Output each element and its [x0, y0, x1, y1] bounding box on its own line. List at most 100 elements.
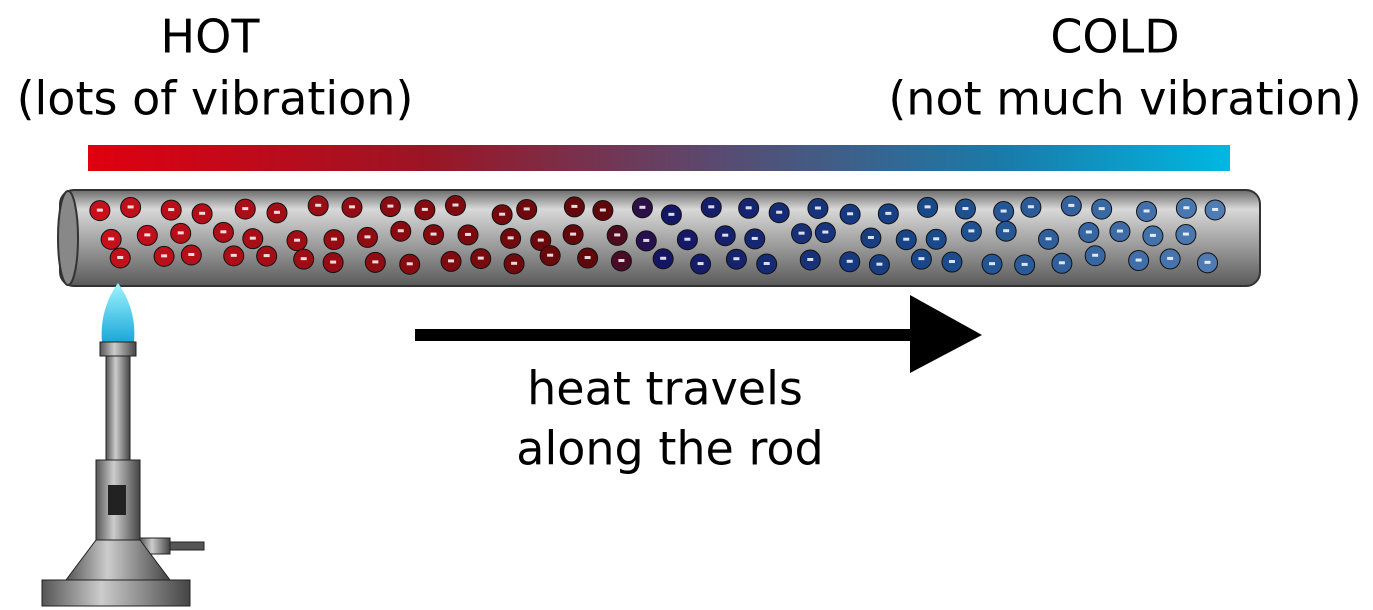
particle	[1143, 226, 1163, 246]
particle-highlight	[876, 263, 882, 266]
particle	[815, 223, 835, 243]
particle-highlight	[199, 212, 205, 215]
particle-highlight	[660, 257, 666, 260]
particle	[257, 246, 277, 266]
particle-highlight	[330, 261, 336, 264]
particle	[926, 229, 946, 249]
particle-highlight	[242, 207, 248, 210]
particle	[415, 200, 435, 220]
particle-highlight	[868, 236, 874, 239]
particle-highlight	[1028, 205, 1034, 208]
particle-highlight	[733, 257, 739, 260]
particle-highlight	[949, 260, 955, 263]
air-hole	[108, 485, 126, 515]
particle-highlight	[274, 211, 280, 214]
particle	[1039, 229, 1059, 249]
particle-highlight	[918, 257, 924, 260]
particle	[323, 253, 343, 273]
particle-highlight	[1046, 237, 1052, 240]
arrow-head	[910, 295, 982, 373]
particle	[1176, 225, 1196, 245]
particle	[1085, 246, 1105, 266]
particle-highlight	[264, 254, 270, 257]
particle-highlight	[294, 239, 300, 242]
particle	[501, 228, 521, 248]
particle	[121, 197, 141, 217]
diagram: HOT (lots of vibration) COLD (not much v…	[0, 0, 1373, 610]
particle-highlight	[1212, 208, 1218, 211]
particle-highlight	[962, 207, 968, 210]
particle-highlight	[1183, 206, 1189, 209]
page: HOT (lots of vibration) COLD (not much v…	[0, 0, 1373, 610]
particle	[632, 198, 652, 218]
arrow-shaft	[415, 329, 915, 341]
particle	[996, 221, 1016, 241]
particle	[739, 198, 759, 218]
particle	[471, 249, 491, 269]
particle-highlight	[349, 205, 355, 208]
particle	[365, 252, 385, 272]
particle	[342, 197, 362, 217]
particle	[90, 201, 110, 221]
particle-highlight	[315, 204, 321, 207]
caption-line: heat travels	[527, 362, 803, 416]
particle	[1137, 201, 1157, 221]
particle-highlight	[1099, 207, 1105, 210]
particle	[564, 197, 584, 217]
particle	[878, 204, 898, 224]
cold-label: COLD	[1050, 10, 1179, 64]
particle	[661, 205, 681, 225]
particle-highlight	[398, 229, 404, 232]
particle	[492, 205, 512, 225]
particle-highlight	[847, 260, 853, 263]
particle-highlight	[684, 238, 690, 241]
particle	[161, 200, 181, 220]
particle-highlight	[822, 231, 828, 234]
particle	[955, 199, 975, 219]
particle-highlight	[933, 237, 939, 240]
particle	[800, 250, 820, 270]
particle-highlight	[903, 238, 909, 241]
particle-highlight	[1092, 254, 1098, 257]
particle-highlight	[807, 258, 813, 261]
particle	[653, 249, 673, 269]
particle	[769, 203, 789, 223]
particle	[458, 225, 478, 245]
particle	[235, 199, 255, 219]
particle-highlight	[188, 253, 194, 256]
particle-highlight	[776, 211, 782, 214]
particle-highlight	[422, 208, 428, 211]
particle-highlight	[764, 262, 770, 265]
particle	[101, 229, 121, 249]
particle	[677, 230, 697, 250]
particle-highlight	[538, 239, 544, 242]
particle-highlight	[643, 239, 649, 242]
particle-highlight	[465, 233, 471, 236]
particle	[1052, 253, 1072, 273]
particle	[441, 251, 461, 271]
particle	[840, 252, 860, 272]
gas-nozzle	[170, 542, 204, 550]
particle	[287, 231, 307, 251]
particle-highlight	[585, 256, 591, 259]
particle	[192, 204, 212, 224]
particle-highlight	[364, 235, 370, 238]
particle-highlight	[799, 232, 805, 235]
rod-end	[58, 191, 78, 285]
particle-highlight	[989, 262, 995, 265]
particle	[1176, 198, 1196, 218]
particle-highlight	[1167, 257, 1173, 260]
particle-highlight	[178, 231, 184, 234]
particle-highlight	[108, 237, 114, 240]
particle	[357, 227, 377, 247]
particle	[324, 230, 344, 250]
particle	[611, 251, 631, 271]
particle	[517, 199, 537, 219]
particle	[110, 248, 130, 268]
particle-highlight	[231, 254, 237, 257]
particle	[961, 221, 981, 241]
particle	[137, 225, 157, 245]
particle	[792, 224, 812, 244]
flame	[102, 283, 135, 342]
particle	[808, 199, 828, 219]
